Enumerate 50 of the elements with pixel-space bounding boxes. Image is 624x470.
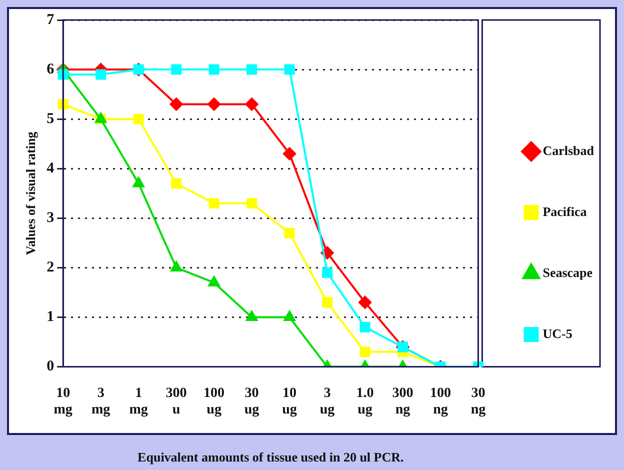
x-tick-label: 300 u bbox=[166, 386, 187, 418]
point bbox=[284, 228, 295, 238]
point bbox=[96, 69, 106, 80]
point bbox=[170, 98, 183, 111]
x-tick-label: 100 ng bbox=[430, 386, 451, 418]
x-axis-title: Equivalent amounts of tissue used in 20 ul PCR. bbox=[138, 450, 404, 465]
point bbox=[171, 64, 182, 75]
y-axis-title: Values of visual rating bbox=[23, 131, 38, 256]
x-tick-label: 10 ug bbox=[282, 386, 297, 418]
point bbox=[208, 64, 220, 75]
point bbox=[246, 310, 258, 322]
legend-label: UC-5 bbox=[542, 326, 573, 341]
x-tick-label: 100 ug bbox=[204, 386, 225, 418]
x-tick-label: 3 ug bbox=[320, 386, 335, 418]
point bbox=[208, 198, 220, 209]
point bbox=[170, 261, 182, 272]
point bbox=[322, 267, 333, 278]
point bbox=[245, 98, 258, 111]
point bbox=[246, 64, 258, 75]
point bbox=[360, 346, 370, 358]
legend-label: Carlsbad bbox=[542, 142, 595, 158]
point bbox=[360, 322, 370, 332]
x-tick-label: 3 mg bbox=[92, 386, 110, 418]
point bbox=[246, 198, 258, 209]
x-tick-label: 10 mg bbox=[54, 386, 72, 418]
x-tick-label: 300 ng bbox=[392, 386, 414, 418]
legend-label: Seascape bbox=[542, 264, 593, 280]
y-tick-label: 1 bbox=[46, 309, 54, 326]
point bbox=[171, 178, 182, 189]
x-tick-label: 30 ug bbox=[244, 386, 260, 418]
point bbox=[284, 64, 295, 75]
point bbox=[208, 98, 221, 111]
x-tick-label: 1 mg bbox=[129, 386, 148, 418]
point bbox=[322, 297, 333, 308]
point bbox=[133, 114, 144, 124]
x-tick-label: 30 ng bbox=[470, 386, 486, 418]
y-tick-label: 0 bbox=[46, 358, 54, 375]
y-tick-label: 5 bbox=[46, 110, 54, 127]
point bbox=[132, 176, 144, 188]
point bbox=[284, 310, 296, 322]
y-tick-label: 2 bbox=[46, 260, 54, 276]
legend-label: Pacifica bbox=[542, 204, 588, 219]
y-tick-label: 3 bbox=[46, 210, 54, 226]
point bbox=[208, 276, 220, 286]
x-tick-label: 1.0 ug bbox=[356, 386, 374, 418]
y-tick-label: 6 bbox=[46, 61, 55, 78]
point bbox=[358, 296, 372, 309]
y-tick-label: 7 bbox=[46, 12, 55, 28]
point bbox=[283, 147, 296, 160]
y-tick-label: 4 bbox=[46, 160, 55, 177]
